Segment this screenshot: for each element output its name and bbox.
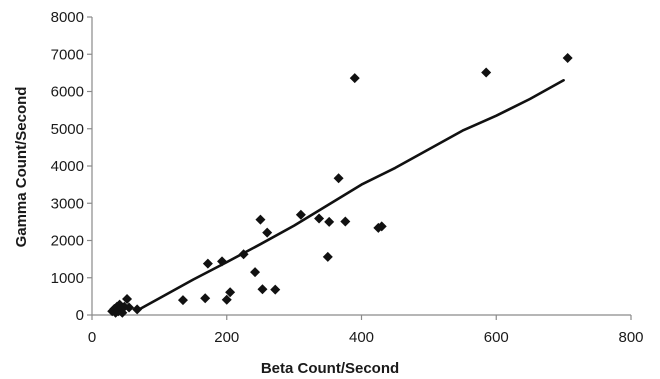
data-point [314,213,325,224]
x-tick-label: 0 [88,329,96,346]
data-point [177,295,188,306]
y-tick-label: 0 [76,307,84,324]
y-tick-label: 6000 [51,84,84,101]
y-axis-title: Gamma Count/Second [13,87,30,248]
data-point [122,293,133,304]
y-tick-label: 5000 [51,121,84,138]
trend-line-group [137,79,565,311]
data-point [200,293,211,304]
data-points [107,52,573,318]
y-tick-label: 4000 [51,158,84,175]
data-point [481,67,492,78]
data-point [562,52,573,63]
data-point [250,267,261,278]
y-tick-label: 1000 [51,270,84,287]
x-tick-label: 600 [484,329,509,346]
data-point [132,304,143,315]
data-point [376,221,387,232]
data-point [238,249,249,260]
data-point [322,251,333,262]
y-axis: 0 1000 2000 3000 4000 5000 6000 7000 8000 [51,9,93,324]
data-point [217,256,228,267]
data-point [221,294,232,305]
data-point [349,73,360,84]
x-axis-title: Beta Count/Second [261,360,399,377]
data-point [225,287,236,298]
data-point [270,284,281,295]
data-point [340,216,351,227]
data-point [333,173,344,184]
x-tick-label: 200 [214,329,239,346]
y-tick-label: 2000 [51,233,84,250]
data-point [257,284,268,295]
x-tick-label: 400 [349,329,374,346]
data-point [255,214,266,225]
x-tick-label: 800 [618,329,643,346]
x-axis: 0 200 400 600 800 [88,314,644,346]
y-tick-label: 3000 [51,195,84,212]
data-point [295,209,306,220]
trend-line [137,79,565,311]
y-tick-label: 8000 [51,9,84,26]
data-point [262,227,273,238]
data-point [202,258,213,269]
data-point [124,302,135,313]
data-point [324,216,335,227]
y-tick-label: 7000 [51,46,84,63]
